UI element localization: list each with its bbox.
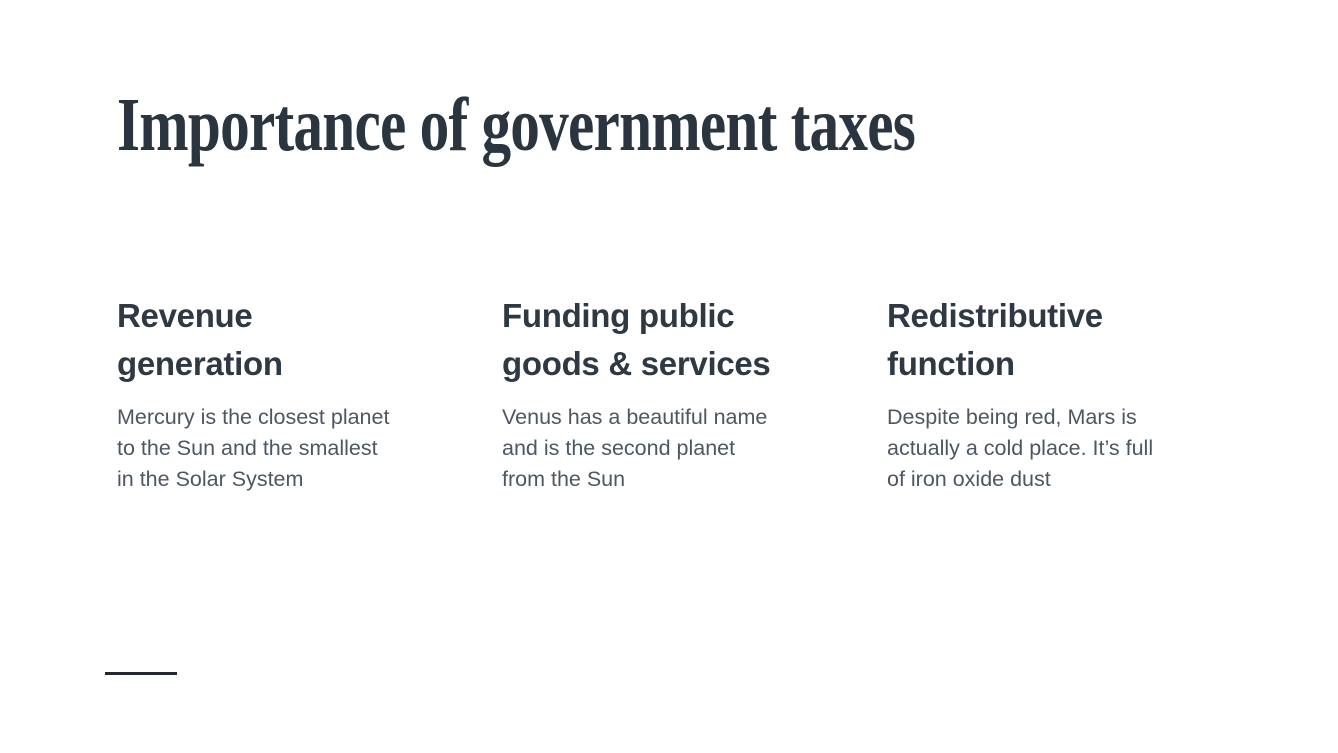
column-heading: Funding public goods & services	[502, 297, 771, 382]
column-body-text: Mercury is the closest planet to the Sun…	[117, 405, 390, 491]
accent-line	[105, 672, 177, 675]
content-columns: Revenue generation Mercury is the closes…	[117, 292, 1239, 495]
column-heading: Revenue generation	[117, 297, 283, 382]
column-heading: Redistributive function	[887, 297, 1103, 382]
column-body-text: Despite being red, Mars is actually a co…	[887, 405, 1154, 491]
column-redistributive-function: Redistributive function Despite being re…	[887, 292, 1239, 495]
slide-title: Importance of government taxes	[117, 83, 916, 167]
column-body-text: Venus has a beautiful name and is the se…	[502, 405, 768, 491]
column-revenue-generation: Revenue generation Mercury is the closes…	[117, 292, 469, 495]
column-funding-public-goods: Funding public goods & services Venus ha…	[502, 292, 854, 495]
